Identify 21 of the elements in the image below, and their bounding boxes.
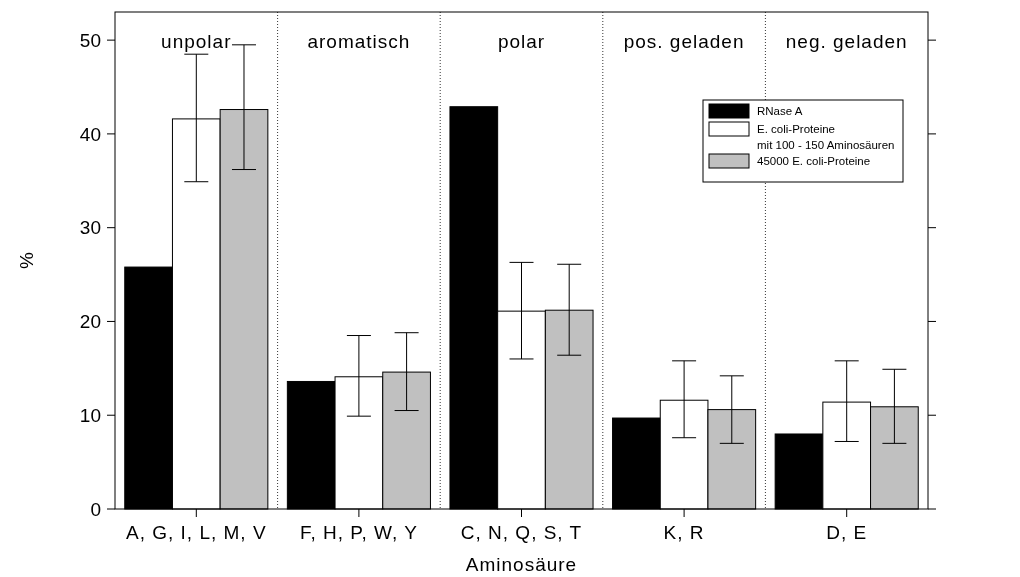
x-tick-label: D, E [826, 522, 868, 543]
legend-label: E. coli-Proteine mit 100 - 150 Aminosäuren [757, 123, 895, 151]
x-tick-label: A, G, I, L, M, V [126, 522, 267, 543]
legend-label: 45000 E. coli-Proteine [757, 155, 871, 167]
annotation: polar [497, 31, 546, 52]
annotation: aromatisch [307, 31, 411, 52]
annotation: pos. geladen [623, 31, 745, 52]
y-tick-label: 10 [79, 404, 101, 426]
x-axis-title: Aminosäure [465, 554, 578, 575]
y-tick-label: 0 [90, 498, 101, 520]
y-tick-label: 40 [79, 123, 101, 145]
y-tick-label: 20 [79, 311, 101, 333]
x-tick-label: K, R [663, 522, 705, 543]
y-axis-title: % [16, 251, 37, 269]
legend-label: RNase A [757, 105, 803, 117]
annotation: unpolar [161, 31, 232, 52]
y-tick-label: 50 [79, 29, 101, 51]
x-tick-label: F, H, P, W, Y [299, 522, 418, 543]
x-tick-label: C, N, Q, S, T [460, 522, 583, 543]
annotation: neg. geladen [785, 31, 908, 52]
y-tick-label: 30 [79, 217, 101, 239]
